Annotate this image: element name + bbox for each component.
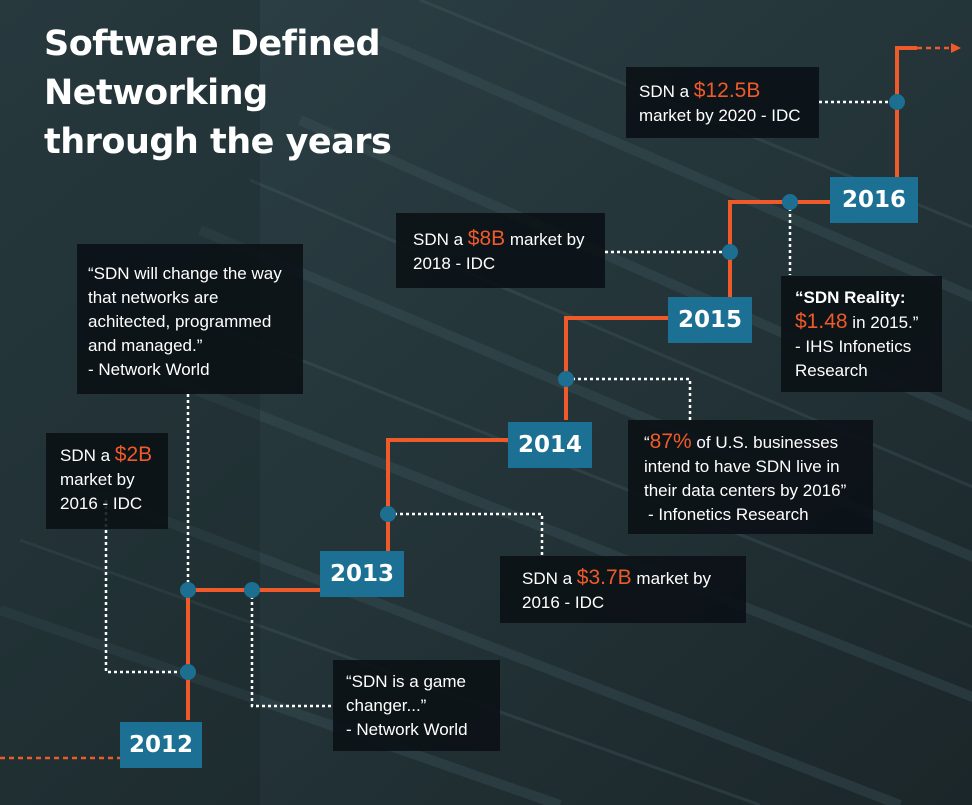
connector-quote-2013	[250, 590, 332, 708]
quote-text: “SDN will change the way that networks a…	[88, 264, 282, 355]
callout-quote-2013: “SDN is a game changer...” - Network Wor…	[333, 660, 500, 751]
quote-heading: “SDN Reality:	[795, 288, 906, 307]
market-line-2: 2018 - IDC	[413, 254, 496, 273]
quote-open: “	[644, 433, 650, 452]
node-2013-b	[380, 506, 396, 522]
market-value: $3.7B	[576, 566, 632, 589]
connector-quote-2014	[566, 377, 692, 420]
market-suffix: market by	[505, 230, 585, 249]
title-line-3: through the years	[44, 122, 392, 162]
market-line-1: SDN a $12.5B	[639, 79, 811, 104]
quote-source: - Network World	[88, 360, 210, 379]
market-suffix: market by	[631, 569, 712, 588]
node-2015-b	[782, 194, 798, 210]
connector-market-2013	[388, 512, 544, 555]
callout-quote-2014: “87% of U.S. businesses intend to have S…	[628, 420, 873, 534]
page-title: Software Defined Networking through the …	[44, 20, 464, 167]
timeline-nodes	[180, 94, 905, 680]
market-line-2: 2016 - IDC	[522, 593, 605, 612]
title-line-1: Software Defined	[44, 24, 381, 64]
market-line-1: SDN a $8B market by	[413, 227, 597, 252]
node-2015-a	[722, 244, 738, 260]
quote-source: - Infonetics Research	[648, 505, 809, 524]
year-badge-2012: 2012	[120, 722, 202, 768]
quote-value: $1.48	[795, 310, 848, 333]
quote-body: of U.S. businesses intend to have SDN li…	[644, 433, 847, 500]
callout-quote-2012: “SDN will change the way that networks a…	[77, 244, 303, 394]
quote-source-1: - IHS Infonetics	[795, 337, 912, 356]
callout-market-2016: SDN a $12.5B market by 2020 - IDC	[626, 67, 819, 138]
callout-market-2012: SDN a $2B market by 2016 - IDC	[46, 433, 168, 529]
market-line-1: SDN a $2B	[60, 443, 160, 468]
callout-market-2013: SDN a $3.7B market by 2016 - IDC	[500, 556, 746, 623]
year-badge-2015: 2015	[668, 297, 752, 343]
quote-text: $1.48 in 2015.”	[795, 310, 934, 335]
node-2014	[558, 371, 574, 387]
quote-text: “SDN is a game changer...”	[346, 672, 466, 715]
node-2013-a	[244, 582, 260, 598]
market-prefix: SDN a	[639, 82, 694, 101]
market-prefix: SDN a	[60, 446, 115, 465]
dotted-connectors	[104, 100, 897, 708]
year-badge-2014: 2014	[508, 422, 592, 468]
market-line-1: SDN a $3.7B market by	[522, 566, 736, 591]
quote-value: 87%	[649, 430, 692, 453]
quote-source-2: Research	[795, 361, 868, 380]
market-value: $2B	[114, 443, 153, 466]
dotted-arrows	[0, 46, 951, 760]
market-value: $12.5B	[693, 79, 761, 102]
callout-market-2015: SDN a $8B market by 2018 - IDC	[396, 213, 605, 288]
market-prefix: SDN a	[413, 230, 468, 249]
node-2012-b	[180, 582, 196, 598]
market-line-2: market by 2020 - IDC	[639, 106, 801, 125]
callout-quote-2015: “SDN Reality: $1.48 in 2015.” - IHS Info…	[781, 276, 942, 392]
quote-source: - Network World	[346, 720, 468, 739]
quote-suffix: in 2015.”	[847, 313, 919, 332]
title-line-2: Networking	[44, 73, 268, 113]
market-prefix: SDN a	[522, 569, 577, 588]
market-line-2: market by	[60, 470, 135, 489]
arrow-head-icon	[951, 43, 961, 53]
year-badge-2016: 2016	[830, 177, 918, 223]
market-line-3: 2016 - IDC	[60, 494, 143, 513]
node-2012-a	[180, 664, 196, 680]
year-badge-2013: 2013	[320, 551, 404, 597]
quote-text: “87% of U.S. businesses intend to have S…	[644, 430, 863, 503]
node-2016	[889, 94, 905, 110]
market-value: $8B	[467, 227, 506, 250]
